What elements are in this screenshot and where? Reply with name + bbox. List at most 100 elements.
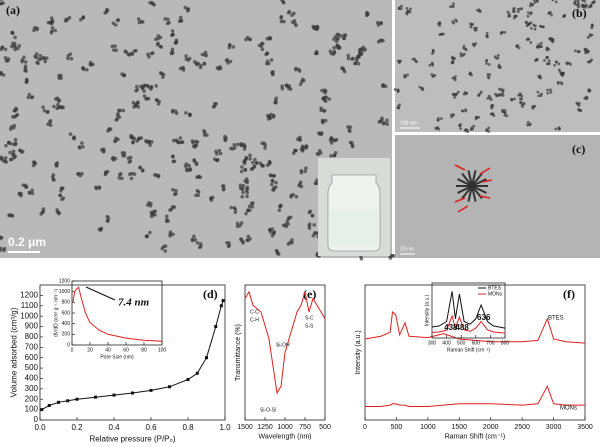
particle <box>585 97 589 101</box>
particle <box>113 44 117 48</box>
particle <box>198 244 203 249</box>
particle <box>209 198 214 202</box>
particle <box>350 144 355 149</box>
particle <box>43 59 48 64</box>
particle <box>411 57 415 61</box>
particle <box>265 51 270 55</box>
particle <box>576 50 580 54</box>
particle <box>149 85 154 89</box>
particle <box>187 163 191 168</box>
particle <box>474 42 478 46</box>
x-tick-label: 800 <box>501 340 510 346</box>
particle <box>358 50 362 55</box>
particle <box>268 173 273 178</box>
x-axis-label: Wavelength (nm) <box>258 434 311 441</box>
particle <box>131 140 136 144</box>
particle <box>0 0 3 2</box>
particle <box>517 93 520 97</box>
particle <box>569 62 572 66</box>
x-tick-label: 0 <box>363 424 367 431</box>
annotation: 7.4 nm <box>118 297 150 309</box>
particle <box>166 17 170 22</box>
particle <box>533 27 537 31</box>
particle <box>257 43 262 48</box>
particle <box>27 191 32 195</box>
particle <box>359 256 364 261</box>
particle <box>148 1 152 5</box>
particle <box>242 144 247 148</box>
particle <box>294 66 298 71</box>
particle <box>244 37 248 42</box>
particle <box>142 89 146 93</box>
particle <box>539 44 543 48</box>
particle <box>498 66 502 70</box>
particle <box>242 147 247 151</box>
particle <box>396 59 400 63</box>
particle <box>528 122 532 126</box>
vial-liquid <box>330 210 378 246</box>
particle <box>332 46 336 50</box>
particle <box>271 174 276 178</box>
particle <box>59 76 63 80</box>
particle <box>488 96 492 100</box>
particle <box>539 76 543 80</box>
particle <box>322 88 327 93</box>
particle <box>459 52 463 55</box>
particle-arm <box>471 170 477 187</box>
particle <box>337 45 342 50</box>
particle <box>33 25 37 30</box>
particle <box>138 165 142 170</box>
y-tick-label: 500 <box>25 363 39 372</box>
y-tick-label: 400 <box>25 374 39 383</box>
particle <box>147 200 151 205</box>
particle <box>562 14 566 18</box>
particle <box>474 28 478 32</box>
x-tick-label: 3000 <box>546 424 562 431</box>
particle <box>518 97 522 101</box>
particle <box>393 88 397 91</box>
particle <box>178 66 183 71</box>
particle <box>269 58 274 62</box>
particle <box>515 44 519 48</box>
panel-label: (c) <box>572 142 585 156</box>
particle <box>330 137 334 141</box>
particle <box>525 24 529 28</box>
particle <box>3 56 8 60</box>
particle <box>81 66 85 70</box>
particle <box>242 161 247 166</box>
particle <box>518 92 522 95</box>
particle <box>285 84 290 88</box>
panel-label: (b) <box>572 6 587 20</box>
particle <box>248 208 252 213</box>
particle <box>67 16 72 20</box>
particle <box>440 117 443 120</box>
particle <box>114 118 119 122</box>
particle <box>36 61 40 66</box>
particle <box>559 81 563 85</box>
particle <box>61 196 66 200</box>
annotation: 636 <box>477 313 491 322</box>
particle <box>314 27 319 32</box>
particle <box>1 159 6 163</box>
particle <box>322 109 327 113</box>
particle <box>174 191 178 196</box>
particle <box>574 0 577 3</box>
particle <box>114 48 119 53</box>
particle <box>404 75 408 79</box>
particle <box>513 97 517 101</box>
particle <box>260 41 265 46</box>
particle <box>576 0 580 2</box>
x-tick-label: 0.6 <box>145 423 157 432</box>
particle <box>274 96 278 101</box>
particle <box>11 115 15 119</box>
particle <box>195 175 199 179</box>
particle <box>3 156 8 160</box>
particle <box>588 88 592 92</box>
particle <box>547 59 551 63</box>
particle <box>59 186 64 191</box>
particle <box>379 21 383 25</box>
particle <box>13 137 18 142</box>
marker <box>221 299 225 303</box>
particle <box>50 19 55 23</box>
particle <box>216 158 220 162</box>
